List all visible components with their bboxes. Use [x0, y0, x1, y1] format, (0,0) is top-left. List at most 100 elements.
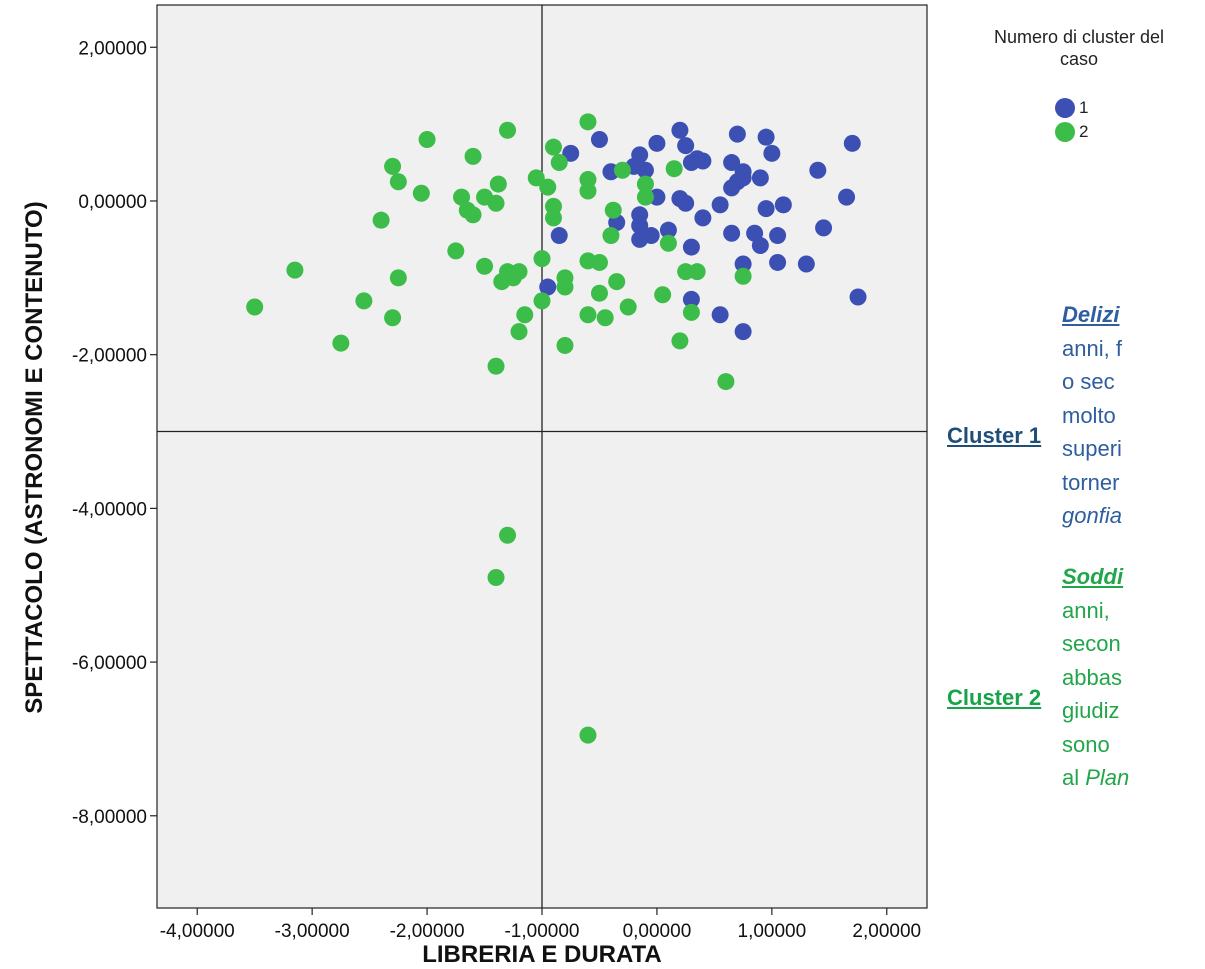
cluster-2-line-last: al Plan	[1062, 761, 1205, 795]
point-cluster-2	[682, 303, 700, 321]
cluster-2-line-italic: Plan	[1085, 765, 1130, 790]
point-cluster-1	[843, 134, 861, 152]
point-cluster-2	[389, 269, 407, 287]
point-cluster-1	[734, 255, 752, 273]
point-cluster-2	[688, 263, 706, 281]
legend-marker-1	[1055, 98, 1075, 118]
point-cluster-2	[533, 250, 551, 268]
legend-title: Numero di cluster del caso	[948, 26, 1205, 70]
point-cluster-2	[464, 147, 482, 165]
point-cluster-1	[734, 169, 752, 187]
point-cluster-2	[384, 157, 402, 175]
point-cluster-1	[677, 194, 695, 212]
point-cluster-2	[447, 242, 465, 260]
y-tick-label: 0,00000	[78, 192, 147, 213]
legend-marker-2	[1055, 122, 1075, 142]
point-cluster-2	[665, 160, 683, 178]
x-tick-label: 0,00000	[623, 921, 692, 942]
point-cluster-2	[590, 284, 608, 302]
cluster-1-line-italic: gonfia	[1062, 503, 1122, 528]
point-cluster-2	[671, 332, 689, 350]
cluster-2-line: giudiz	[1062, 698, 1120, 723]
point-cluster-1	[671, 121, 689, 139]
point-cluster-2	[332, 334, 350, 352]
point-cluster-2	[487, 357, 505, 375]
point-cluster-2	[556, 336, 574, 354]
point-cluster-1	[682, 290, 700, 308]
point-cluster-1	[711, 196, 729, 214]
point-cluster-1	[648, 134, 666, 152]
point-cluster-1	[590, 130, 608, 148]
point-cluster-1	[694, 209, 712, 227]
point-cluster-2	[579, 726, 597, 744]
point-cluster-1	[751, 237, 769, 255]
point-cluster-2	[499, 121, 517, 139]
y-tick-label: -4,00000	[72, 499, 147, 520]
x-tick-label: -3,00000	[275, 921, 350, 942]
point-cluster-2	[489, 175, 507, 193]
y-tick-label: -2,00000	[72, 346, 147, 367]
cluster-2-line: secon	[1062, 631, 1121, 656]
point-cluster-1	[539, 278, 557, 296]
point-cluster-2	[602, 227, 620, 245]
data-points	[246, 113, 867, 744]
point-cluster-1	[631, 146, 649, 164]
x-tick-label: 1,00000	[738, 921, 807, 942]
point-cluster-1	[550, 227, 568, 245]
point-cluster-2	[527, 169, 545, 187]
cluster-1-line: torner	[1062, 469, 1120, 495]
legend-item-2: 2	[1055, 120, 1088, 144]
point-cluster-2	[659, 234, 677, 252]
y-tick-label: -8,00000	[72, 807, 147, 828]
cluster-1-line: molto	[1062, 402, 1116, 428]
point-cluster-1	[562, 144, 580, 162]
y-tick-label: 2,00000	[78, 38, 147, 59]
point-cluster-2	[510, 323, 528, 341]
point-cluster-2	[464, 206, 482, 224]
cluster-1-line: anni, f	[1062, 335, 1122, 361]
x-tick-label: -1,00000	[504, 921, 579, 942]
cluster-1-line: superi	[1062, 436, 1122, 461]
point-cluster-2	[579, 113, 597, 131]
cluster-2-line: abbas	[1062, 664, 1122, 690]
point-cluster-2	[487, 569, 505, 587]
point-cluster-2	[499, 526, 517, 544]
legend-title-line2: caso	[1059, 49, 1099, 69]
x-axis: -4,00000 -3,00000 -2,00000 -1,00000 0,00000 1…	[160, 908, 921, 942]
point-cluster-1	[642, 227, 660, 245]
point-cluster-2	[544, 138, 562, 156]
point-cluster-1	[763, 144, 781, 162]
cluster-2-line-prefix: al	[1062, 765, 1086, 790]
point-cluster-2	[734, 267, 752, 285]
y-axis-title: SPETTACOLO (ASTRONOMI E CONTENUTO)	[21, 201, 48, 713]
point-cluster-1	[849, 288, 867, 306]
legend-title-line1: Numero di cluster del	[993, 27, 1165, 47]
y-axis: 2,00000 0,00000 -2,00000 -4,00000 -6,00000 -8…	[72, 38, 157, 828]
point-cluster-1	[809, 161, 827, 179]
x-tick-label: -4,00000	[160, 921, 235, 942]
point-cluster-2	[246, 298, 264, 316]
point-cluster-2	[516, 306, 534, 324]
cluster-2-heading: Soddi	[1062, 564, 1124, 589]
point-cluster-1	[636, 161, 654, 179]
point-cluster-2	[476, 257, 494, 275]
cluster-2-label: Cluster 2	[947, 685, 1042, 710]
point-cluster-2	[654, 286, 672, 304]
point-cluster-2	[579, 182, 597, 200]
legend-label-1: 1	[1079, 98, 1089, 117]
point-cluster-2	[389, 173, 407, 191]
point-cluster-2	[544, 209, 562, 227]
reference-lines	[157, 5, 927, 908]
point-cluster-2	[412, 184, 430, 202]
legend-label-2: 2	[1079, 122, 1089, 141]
point-cluster-1	[838, 188, 856, 206]
cluster-1-description: Delizi anni, f o sec molto superi torner…	[1062, 298, 1205, 533]
legend: 1 2	[1055, 96, 1088, 144]
point-cluster-2	[372, 211, 390, 229]
point-cluster-2	[556, 278, 574, 296]
point-cluster-1	[677, 137, 695, 155]
point-cluster-2	[418, 130, 436, 148]
y-tick-label: -6,00000	[72, 653, 147, 674]
point-cluster-2	[717, 373, 735, 391]
